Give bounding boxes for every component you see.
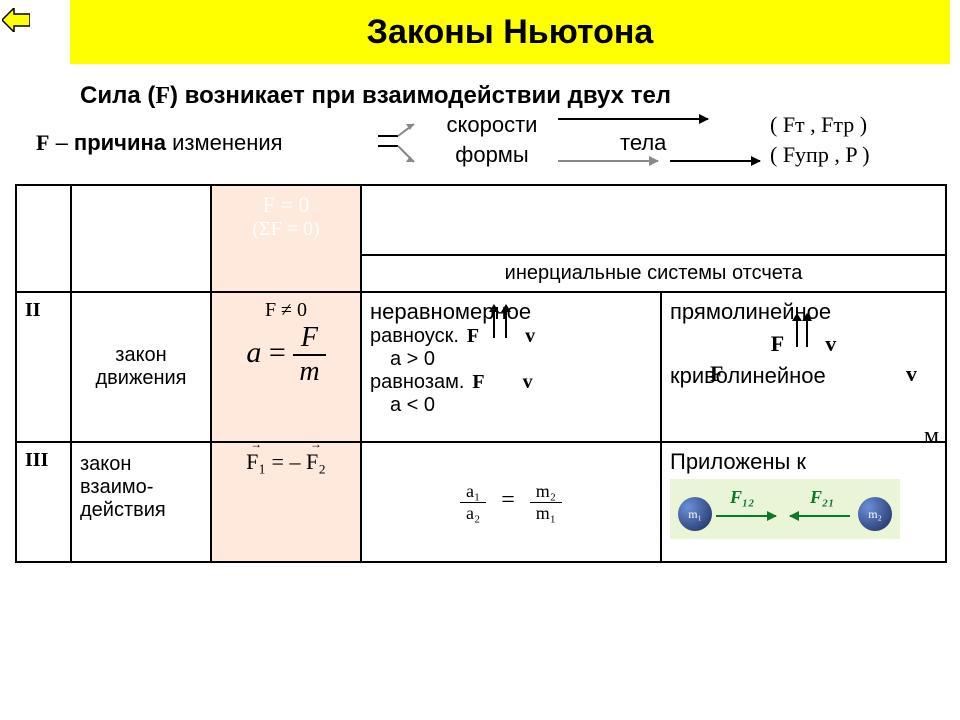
fv-f3: F xyxy=(771,331,784,356)
row2-roman: II xyxy=(16,292,71,442)
row3-f1n: a₁ xyxy=(460,481,486,503)
branch-icon xyxy=(378,116,418,172)
row3-col4: a₁ a₂ = m₂ m₁ xyxy=(361,442,661,562)
row2-formula: F ≠ 0 a = F m xyxy=(211,292,361,442)
row3-f2n: m₂ xyxy=(530,481,562,503)
row1-formula: F = 0 (ΣF = 0) xyxy=(211,185,361,292)
row1-inertial: инерциальные системы отсчета xyxy=(361,255,946,292)
law3-diagram: m₁ m₂ F₁₂ F₂₁ xyxy=(670,479,900,539)
reason-left: F – причина изменения xyxy=(36,130,283,156)
mid-top: скорости xyxy=(432,110,552,140)
row3-name: закон взаимо-действия xyxy=(71,442,211,562)
reason-symbol: F xyxy=(36,130,49,155)
row3-f2: F₂ xyxy=(306,449,326,475)
row3-frac1: a₁ a₂ xyxy=(460,481,486,524)
row2-a: a xyxy=(246,336,261,369)
label-f21: F₂₁ xyxy=(810,487,835,508)
fv-arrows-up xyxy=(487,326,567,348)
ball-m2: m₂ xyxy=(858,497,892,531)
row1-name xyxy=(71,185,211,292)
row2-c4-l2: a > 0 xyxy=(370,348,652,371)
label-f12: F₁₂ xyxy=(730,487,755,508)
row3-f1d: a₂ xyxy=(460,503,486,524)
row2-c4-l1: равноуск. xyxy=(370,325,459,348)
row1-empty xyxy=(361,185,946,255)
row2-name: закон движения xyxy=(71,292,211,442)
right-bot: ( Fупр , P ) xyxy=(770,140,870,170)
arrow-3 xyxy=(670,160,760,162)
row1-f0: F = 0 xyxy=(220,192,352,218)
fv-v3: v xyxy=(825,331,836,356)
row3-roman: III xyxy=(16,442,71,562)
reason-word: причина xyxy=(74,130,166,155)
back-arrow-icon[interactable] xyxy=(2,8,30,32)
row3-mideq: = xyxy=(491,487,525,513)
row2-den: m xyxy=(293,356,325,388)
mid-bot: формы xyxy=(432,140,552,170)
intro-text: Сила (F) возникает при взаимодействии дв… xyxy=(80,82,920,110)
fv-f4: F xyxy=(710,361,723,387)
arrow-f12 xyxy=(716,515,776,517)
intro-prefix: Сила ( xyxy=(80,82,155,109)
parallel-arrows xyxy=(790,335,820,357)
row2-c4-l4: a < 0 xyxy=(370,394,652,417)
arrow-1 xyxy=(558,118,708,120)
row2-c5-t2: криволинейное F v xyxy=(670,363,937,389)
row1-roman xyxy=(16,185,71,292)
intro-symbol: F xyxy=(155,83,170,109)
row3-f1: F₁ xyxy=(246,449,266,475)
row2-c4-l3: равнозам. xyxy=(370,371,464,394)
row2-fneq: F ≠ 0 xyxy=(220,299,352,322)
ball-m1: m₁ xyxy=(678,497,712,531)
mid-words: скорости формы xyxy=(432,110,552,169)
row3-f2d: m₁ xyxy=(530,503,562,524)
right-forces: ( Fт , Fтр ) ( Fупр , P ) xyxy=(770,110,870,169)
row2-col4: неравномерное равноуск. F v a > 0 равноз… xyxy=(361,292,661,442)
row2-col5: прямолинейное F v криволинейное F v xyxy=(661,292,946,442)
intro-suffix: ) возникает при взаимодействии двух тел xyxy=(170,82,671,109)
laws-table: F = 0 (ΣF = 0) инерциальные системы отсч… xyxy=(15,184,947,563)
row3-formula: F₁ = – F₂ xyxy=(211,442,361,562)
right-top: ( Fт , Fтр ) xyxy=(770,110,870,140)
arrow-2 xyxy=(558,160,658,162)
row3-frac2: m₂ m₁ xyxy=(530,481,562,524)
fv-v2: v xyxy=(523,371,533,394)
row1-sumf: (ΣF = 0) xyxy=(220,218,352,241)
row3-eqminus: = – xyxy=(266,449,306,474)
row2-eq: = xyxy=(269,336,286,369)
reason-row: F – причина изменения скорости формы тел… xyxy=(0,116,960,176)
row2-num: F xyxy=(293,322,325,356)
page-title: Законы Ньютона xyxy=(70,0,950,64)
reason-tail: изменения xyxy=(166,130,283,155)
fv-v4: v xyxy=(906,361,917,387)
row3-c5-text: Приложены к xyxy=(670,449,937,475)
tela-label: тела xyxy=(620,130,666,156)
fv-f2: F xyxy=(472,371,484,394)
reason-dash: – xyxy=(49,130,73,155)
row3-col5: Приложены к м m₁ m₂ F₁₂ F₂₁ xyxy=(661,442,946,562)
arrow-f21 xyxy=(790,515,850,517)
stray-m: м xyxy=(924,423,939,450)
fv-f1: F xyxy=(467,325,479,348)
row2-frac: F m xyxy=(293,322,325,388)
